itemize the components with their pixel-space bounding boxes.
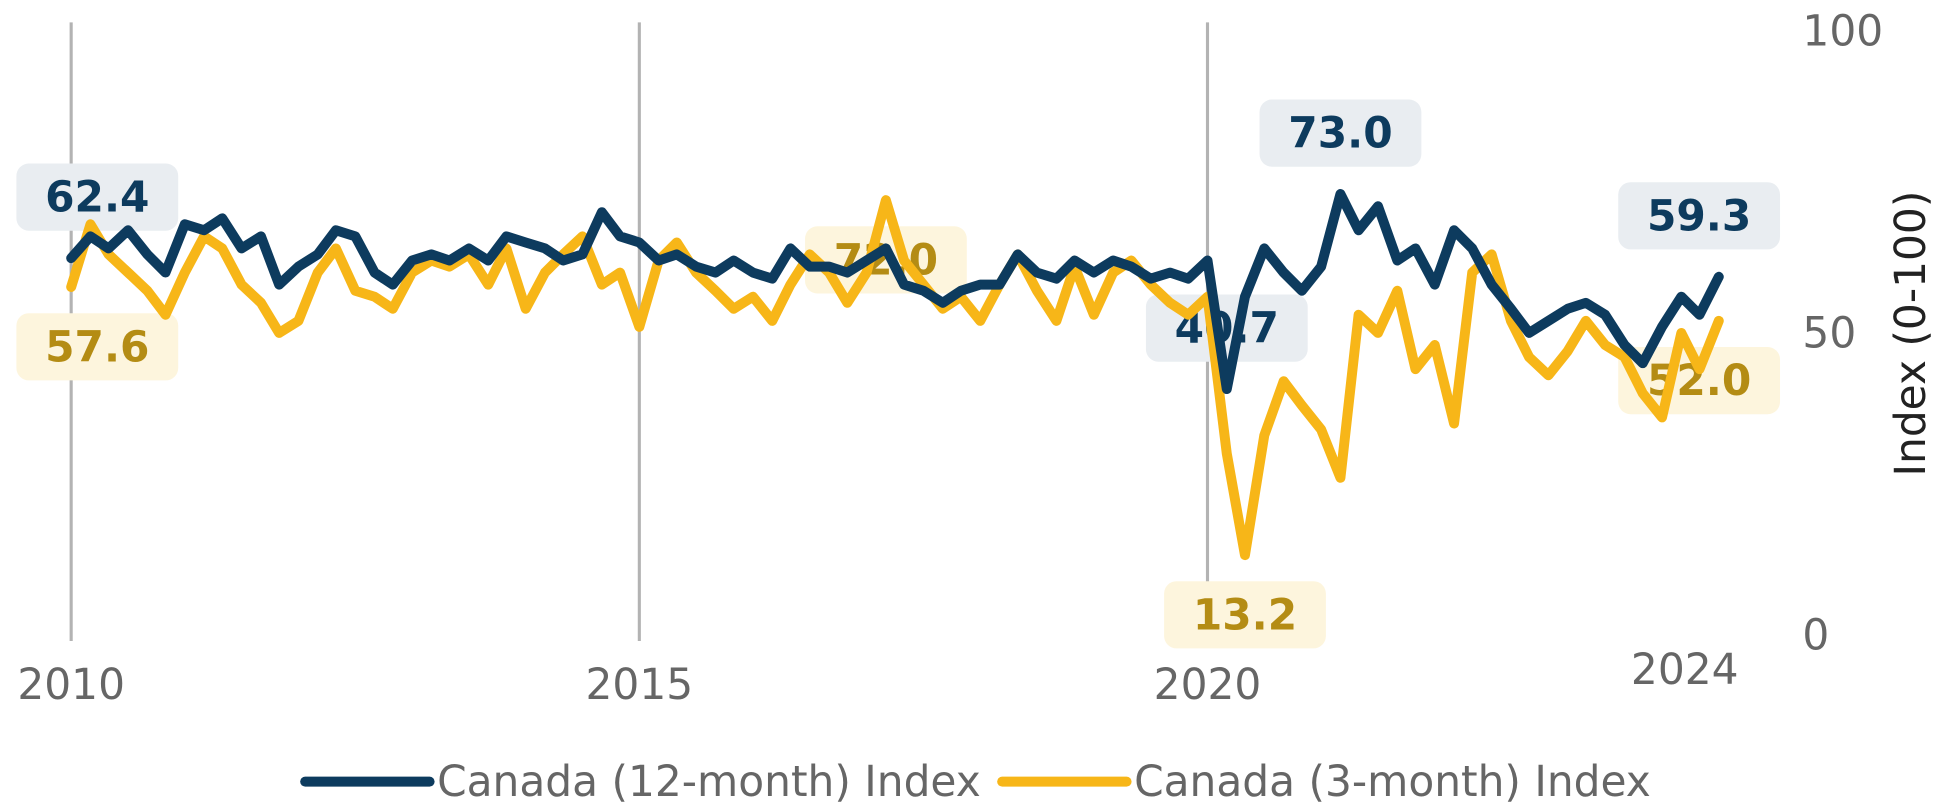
series-line [66,195,1724,561]
value-label: 59.3 [1647,191,1751,240]
series-line [66,189,1724,395]
x-tick-label: 2015 [586,660,694,709]
x-tick-label: 2020 [1154,660,1262,709]
legend-label: Canada (12-month) Index [437,757,981,806]
value-label-box [1259,99,1422,167]
value-label-box [1618,346,1781,415]
value-label: 73.0 [1288,109,1392,158]
y-tick-label: 0 [1802,610,1829,659]
legend-label: Canada (3-month) Index [1134,757,1651,806]
value-label-box [16,313,179,381]
value-label-box [16,163,179,231]
y-tick-label: 50 [1802,308,1856,357]
y-tick-label: 100 [1802,7,1883,56]
y-axis-label: Index (0-100) [1886,191,1935,477]
value-label: 13.2 [1193,590,1297,639]
value-label-box [1164,581,1326,649]
annotation: 2024 [1631,645,1739,694]
x-tick-label: 2010 [17,660,125,709]
value-label-box [1618,182,1781,250]
value-label: 62.4 [45,173,149,222]
value-label: 57.6 [45,322,149,371]
